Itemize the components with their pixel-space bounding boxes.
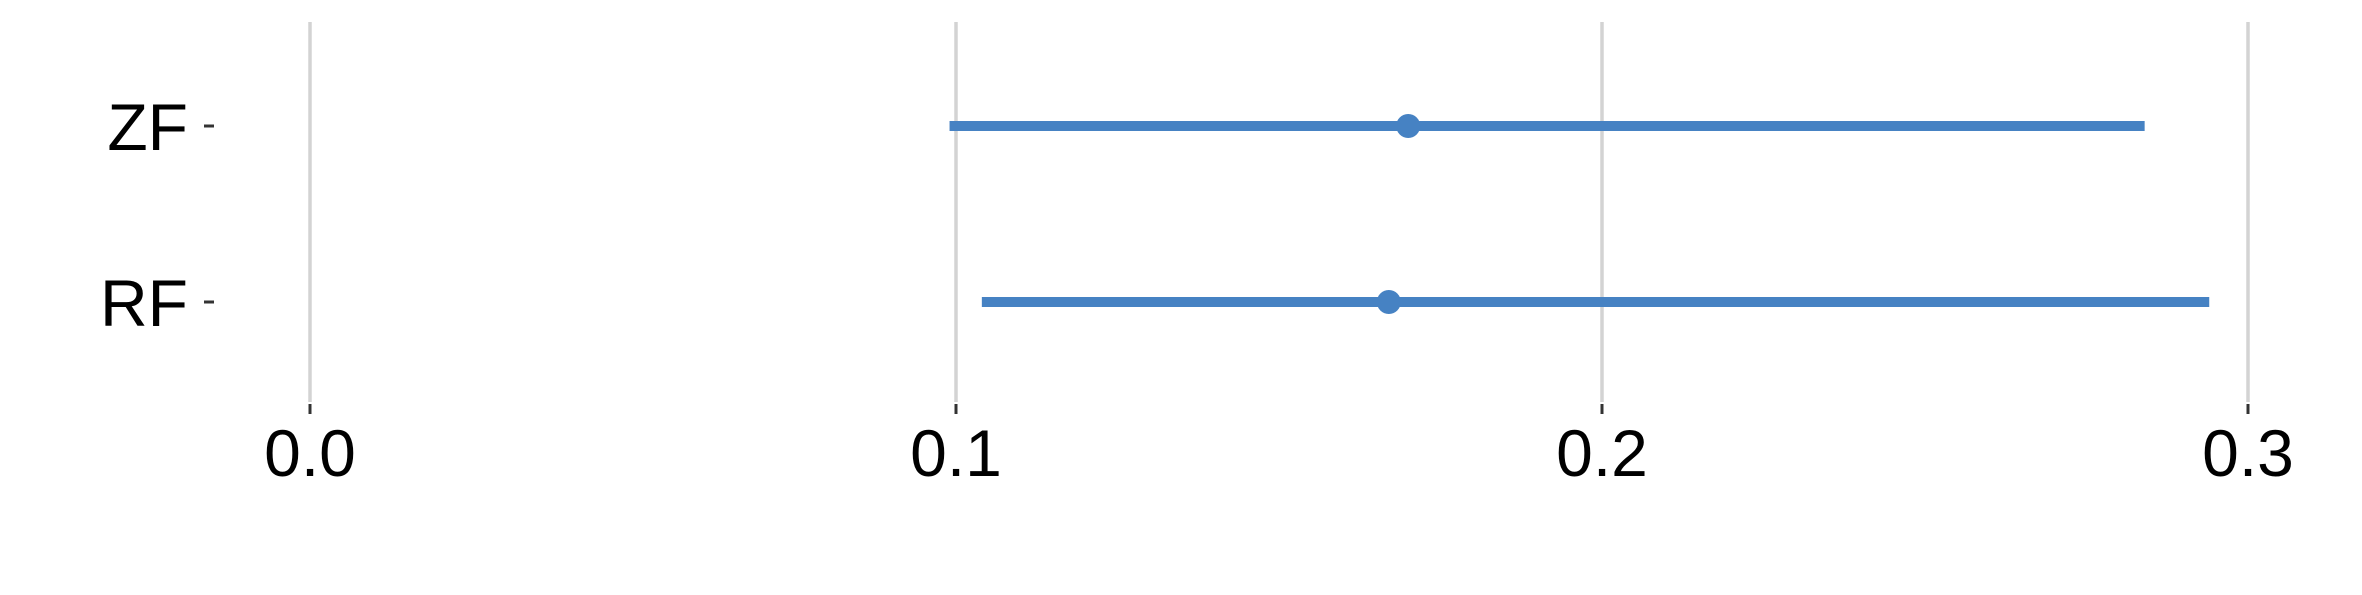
x-tick-label: 0.2 <box>1556 416 1648 490</box>
x-tick-label: 0.1 <box>910 416 1002 490</box>
marks-layer <box>949 114 2210 314</box>
y-tick-label-zf: ZF <box>107 90 188 164</box>
grid-layer <box>308 22 2250 402</box>
axis-layer: 0.0 0.1 0.2 0.3 ZF RF <box>100 90 2294 490</box>
x-tick-label: 0.0 <box>264 416 356 490</box>
estimate-point-rf <box>1376 290 1401 314</box>
estimate-point-zf <box>1396 114 1421 138</box>
y-tick-label-rf: RF <box>100 266 188 340</box>
x-tick-label: 0.3 <box>2202 416 2294 490</box>
